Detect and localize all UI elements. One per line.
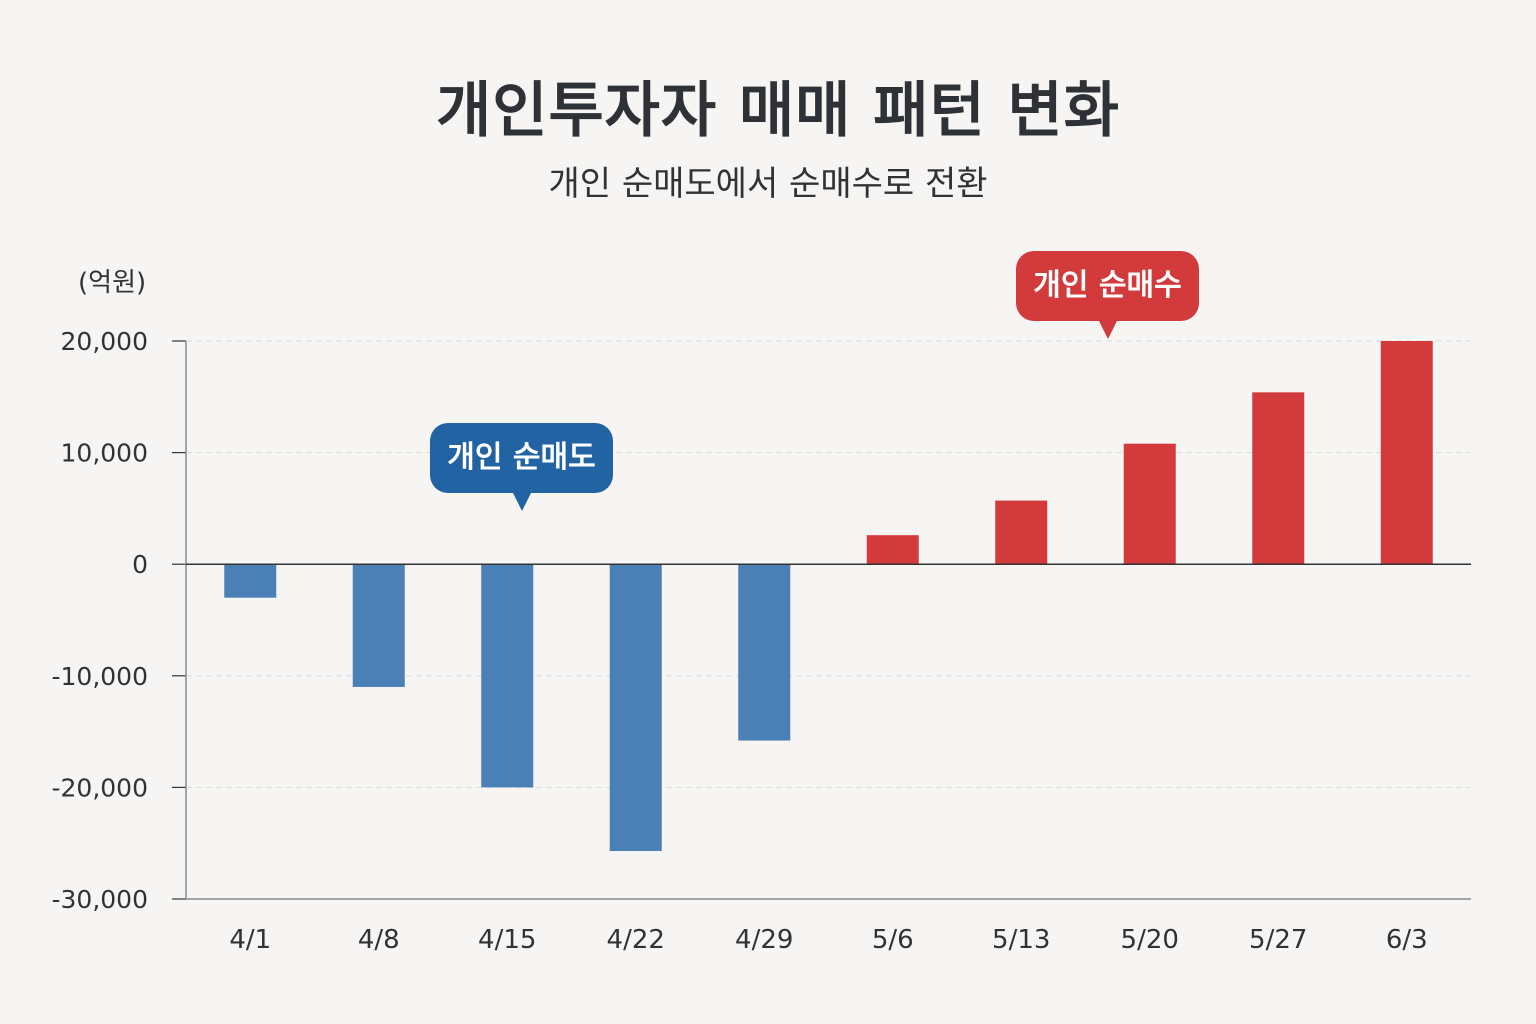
y-tick-label: -10,000 — [52, 662, 149, 691]
bar — [481, 564, 534, 788]
y-tick-label: 0 — [132, 550, 148, 579]
y-tick-label: -20,000 — [52, 773, 149, 802]
tick-labels: 20,000 10,000 0 -10,000 -20,000 -30,000 4/1 4/8… — [52, 327, 1428, 955]
x-tick-label: 5/20 — [1121, 925, 1179, 955]
x-tick-label: 4/15 — [478, 925, 536, 955]
y-tick-label: 10,000 — [61, 439, 148, 468]
x-tick-label: 5/13 — [992, 925, 1050, 955]
bar — [1123, 443, 1176, 565]
bar — [224, 564, 277, 598]
y-tick-label: -30,000 — [52, 885, 149, 914]
axes — [172, 340, 1471, 900]
bars — [224, 341, 1433, 852]
x-tick-label: 4/22 — [607, 925, 665, 955]
net-sell-callout: 개인 순매도 — [430, 423, 613, 511]
net-buy-callout: 개인 순매수 — [1016, 251, 1199, 339]
bar — [1380, 341, 1433, 565]
x-tick-label: 6/3 — [1386, 925, 1428, 955]
x-tick-label: 5/6 — [872, 925, 914, 955]
x-tick-label: 4/8 — [358, 925, 400, 955]
y-tick-label: 20,000 — [61, 327, 148, 356]
bar — [866, 535, 919, 565]
bar — [738, 564, 791, 741]
y-axis-unit-label: (억원) — [78, 268, 147, 298]
chart-subtitle: 개인 순매도에서 순매수로 전환 — [548, 164, 988, 204]
bar — [995, 500, 1048, 565]
x-tick-label: 4/1 — [229, 925, 271, 955]
bar — [1252, 392, 1305, 565]
chart-title: 개인투자자 매매 패턴 변화 — [436, 76, 1120, 146]
bar — [352, 564, 405, 687]
bar — [609, 564, 662, 852]
x-tick-label: 4/29 — [735, 925, 793, 955]
x-tick-label: 5/27 — [1249, 925, 1307, 955]
